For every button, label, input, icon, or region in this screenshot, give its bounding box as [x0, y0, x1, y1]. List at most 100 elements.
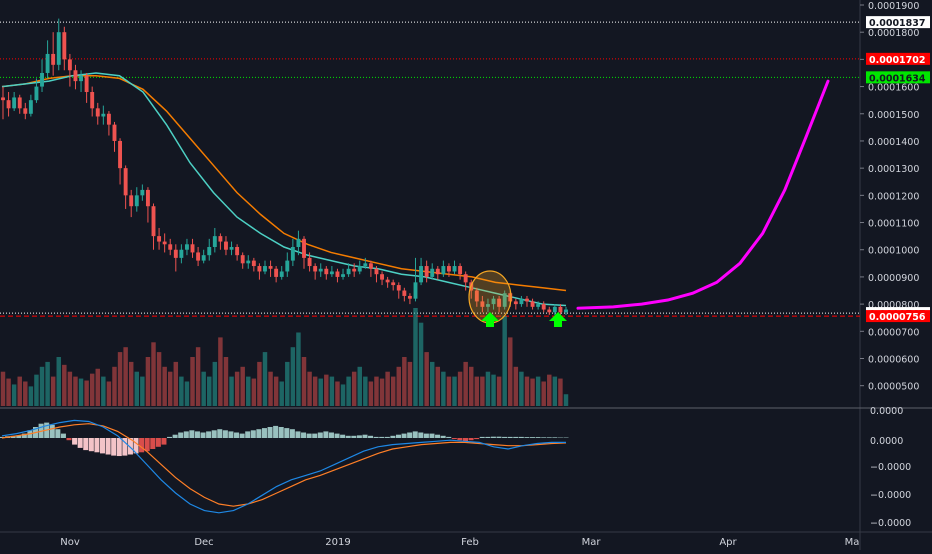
candle-body: [113, 125, 117, 141]
volume-bar: [491, 375, 495, 406]
volume-bar: [207, 377, 211, 406]
macd-histogram-bar: [474, 438, 479, 439]
volume-bar: [40, 367, 44, 406]
candle-body: [536, 304, 540, 307]
macd-histogram-bar: [167, 437, 172, 438]
candle-body: [441, 266, 445, 274]
volume-bar: [391, 377, 395, 406]
macd-histogram-bar: [429, 434, 434, 438]
volume-bar: [84, 381, 88, 406]
candle-body: [174, 250, 178, 258]
macd-histogram-bar: [502, 437, 507, 438]
candle-body: [213, 236, 217, 247]
macd-histogram-bar: [83, 438, 88, 450]
macd-tick-label: −0.0000: [870, 462, 911, 473]
volume-bar: [352, 372, 356, 406]
volume-bar: [441, 372, 445, 406]
macd-histogram-bar: [195, 431, 200, 438]
volume-bar: [547, 375, 551, 406]
candle-body: [419, 266, 423, 282]
price-marker-label: 0.0001702: [869, 55, 926, 66]
volume-bar: [330, 377, 334, 406]
candle-body: [96, 108, 100, 116]
macd-histogram-bar: [547, 437, 552, 438]
volume-bar: [229, 377, 233, 406]
volume-bar: [541, 382, 545, 407]
candle-body: [18, 97, 22, 108]
price-tick-label: 0.0000900: [868, 273, 919, 284]
macd-histogram-bar: [223, 430, 228, 438]
candle-body: [152, 206, 156, 236]
volume-bar: [246, 377, 250, 406]
volume-bar: [502, 316, 506, 406]
macd-histogram-bar: [536, 437, 541, 438]
macd-histogram-bar: [111, 438, 116, 456]
volume-bar: [463, 362, 467, 406]
candle-body: [224, 242, 228, 250]
candle-body: [146, 190, 150, 206]
candle-body: [79, 76, 83, 81]
volume-bar: [112, 367, 116, 406]
volume-bar: [525, 377, 529, 406]
price-tick-label: 0.0001300: [868, 164, 919, 175]
time-tick-label: Mar: [582, 537, 602, 548]
macd-histogram-bar: [513, 437, 518, 438]
macd-histogram-bar: [402, 434, 407, 438]
candle-body: [34, 87, 38, 101]
volume-bar: [12, 384, 16, 406]
price-tick-label: 0.0001000: [868, 246, 919, 257]
volume-bar: [129, 362, 133, 406]
candle-body: [296, 239, 300, 247]
volume-bar: [402, 357, 406, 406]
volume-bar: [346, 377, 350, 406]
candle-body: [90, 92, 94, 108]
volume-bar: [519, 372, 523, 406]
volume-bar: [146, 357, 150, 406]
candle-body: [57, 32, 61, 65]
volume-bar: [51, 377, 55, 406]
volume-bar: [369, 382, 373, 407]
volume-bar: [101, 377, 105, 406]
volume-bar: [151, 342, 155, 406]
volume-bar: [430, 362, 434, 406]
volume-bar: [558, 379, 562, 406]
macd-histogram-bar: [268, 427, 273, 438]
volume-bar: [6, 379, 10, 406]
macd-histogram-bar: [117, 438, 122, 456]
macd-histogram-bar: [346, 436, 351, 438]
volume-bar: [196, 347, 200, 406]
macd-tick-label: −0.0000: [870, 518, 911, 529]
candle-body: [118, 141, 122, 168]
macd-histogram-bar: [178, 433, 183, 439]
candle-body: [12, 97, 16, 108]
price-tick-label: 0.0001800: [868, 28, 919, 39]
volume-bar: [285, 362, 289, 406]
candle-body: [313, 266, 317, 271]
macd-histogram-bar: [251, 430, 256, 438]
volume-bar: [380, 379, 384, 406]
volume-bar: [45, 362, 49, 406]
volume-bar: [179, 377, 183, 406]
candle-body: [163, 242, 167, 245]
macd-histogram-bar: [418, 433, 423, 439]
volume-bar: [224, 357, 228, 406]
candle-body: [425, 266, 429, 277]
macd-histogram-bar: [106, 438, 111, 455]
volume-bar: [469, 367, 473, 406]
macd-histogram-bar: [212, 430, 217, 438]
volume-bar: [374, 377, 378, 406]
volume-bar: [17, 377, 21, 406]
candle-body: [7, 100, 11, 108]
macd-histogram-bar: [217, 429, 222, 438]
macd-histogram-bar: [290, 429, 295, 438]
candle-body: [453, 266, 457, 271]
macd-histogram-bar: [161, 438, 166, 445]
volume-bar: [296, 333, 300, 407]
macd-histogram-bar: [424, 434, 429, 438]
volume-bar: [190, 357, 194, 406]
macd-histogram-bar: [323, 431, 328, 438]
macd-histogram-bar: [61, 434, 66, 438]
macd-histogram-bar: [78, 438, 83, 448]
